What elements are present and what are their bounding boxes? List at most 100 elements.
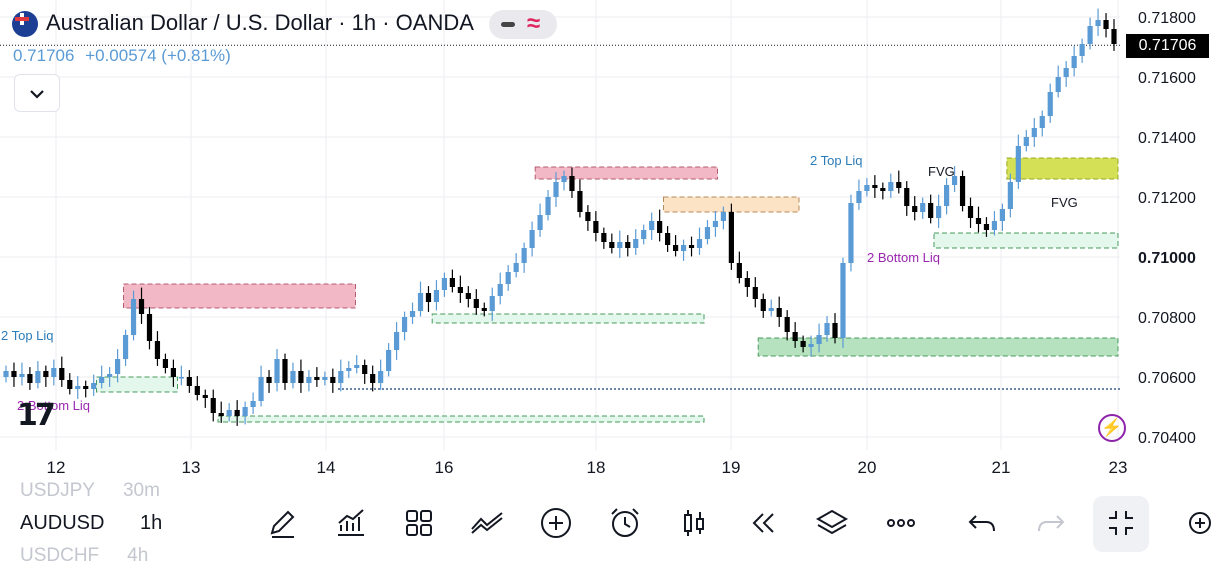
symbol-below[interactable]: USDCHF 4h bbox=[20, 545, 149, 566]
candle-body bbox=[1063, 68, 1069, 77]
candle-body bbox=[872, 185, 878, 188]
zone-light_green bbox=[217, 415, 705, 423]
candle-body bbox=[362, 365, 368, 374]
candle-body bbox=[808, 344, 814, 347]
candle-body bbox=[138, 299, 145, 314]
undo-icon[interactable] bbox=[964, 505, 1000, 541]
candle-body bbox=[386, 350, 392, 371]
candle-body bbox=[433, 290, 440, 302]
candle-body bbox=[912, 206, 918, 212]
x-tick-label: 13 bbox=[182, 458, 201, 477]
indicators-icon[interactable] bbox=[333, 505, 369, 541]
last-price-tag: 0.71706 bbox=[1126, 34, 1209, 58]
candle-body bbox=[378, 371, 384, 383]
collapse-icon[interactable] bbox=[1103, 505, 1139, 541]
candle-body bbox=[425, 293, 432, 302]
candle-body bbox=[704, 227, 711, 239]
candle-body bbox=[736, 263, 742, 278]
candle-body bbox=[864, 185, 870, 191]
candle-body bbox=[617, 242, 623, 248]
x-tick-label: 19 bbox=[722, 458, 741, 477]
minus-icon bbox=[501, 22, 515, 27]
pencil-icon[interactable] bbox=[264, 505, 300, 541]
candle-body bbox=[282, 359, 288, 383]
layouts-icon[interactable] bbox=[401, 505, 437, 541]
candle-body bbox=[401, 317, 408, 332]
candle-body bbox=[1111, 29, 1117, 44]
layers-icon[interactable] bbox=[814, 505, 850, 541]
x-tick-label: 18 bbox=[587, 458, 606, 477]
alarm-icon[interactable] bbox=[607, 505, 643, 541]
candle-body bbox=[1071, 56, 1077, 68]
y-tick-label: 0.71800 bbox=[1138, 10, 1196, 27]
candle-body bbox=[266, 377, 272, 383]
candle-body bbox=[561, 176, 567, 182]
candle-body bbox=[154, 341, 161, 359]
candle-body bbox=[3, 371, 9, 377]
collapse-button-bg[interactable] bbox=[1093, 496, 1149, 552]
y-tick-label: 0.70400 bbox=[1138, 430, 1196, 447]
top-liq-label-mid: 2 Top Liq bbox=[810, 153, 863, 168]
candle-body bbox=[999, 209, 1006, 221]
zone-green bbox=[757, 337, 1119, 357]
candle-body bbox=[688, 245, 695, 248]
add-icon[interactable] bbox=[538, 505, 574, 541]
symbol-title[interactable]: Australian Dollar / U.S. Dollar · 1h · O… bbox=[46, 10, 474, 35]
compare-icon[interactable] bbox=[1184, 505, 1214, 541]
redo-icon[interactable] bbox=[1033, 505, 1069, 541]
candle-body bbox=[473, 299, 479, 308]
candle-body bbox=[99, 377, 105, 383]
price-chart[interactable]: 0.71800 0.71600 0.71400 0.71200 0.71000 0.708… bbox=[0, 0, 1214, 480]
candles-icon[interactable] bbox=[676, 505, 712, 541]
tradingview-logo[interactable]: 17 bbox=[17, 398, 56, 433]
candle-body bbox=[122, 335, 129, 359]
candle-body bbox=[83, 386, 89, 389]
candle-body bbox=[1103, 20, 1109, 29]
replay-icon[interactable] bbox=[745, 505, 781, 541]
legend-toggle-button[interactable] bbox=[14, 74, 60, 112]
candle-body bbox=[91, 383, 97, 389]
price-line: 0.71706 +0.00574 (+0.81%) bbox=[13, 46, 231, 66]
x-tick-label: 14 bbox=[317, 458, 336, 477]
candle-body bbox=[744, 278, 750, 287]
candle-body bbox=[354, 365, 360, 368]
candle-body bbox=[521, 248, 527, 263]
data-status-badge[interactable]: ≈ bbox=[489, 10, 557, 39]
candle-body bbox=[27, 374, 33, 383]
candle-body bbox=[338, 371, 344, 383]
candle-body bbox=[848, 203, 854, 263]
candle-body bbox=[928, 203, 934, 218]
candle-body bbox=[529, 230, 535, 248]
candle-body bbox=[1079, 44, 1085, 56]
x-tick-label: 16 bbox=[435, 458, 454, 477]
candle-body bbox=[1015, 146, 1021, 182]
timeframe-current[interactable]: 1h bbox=[140, 512, 163, 534]
zone-lime bbox=[1006, 157, 1119, 180]
candle-body bbox=[633, 239, 639, 248]
candle-body bbox=[944, 185, 950, 206]
zone-light_green bbox=[431, 313, 705, 324]
chart-zones bbox=[0, 44, 1120, 423]
candle-body bbox=[1023, 137, 1029, 146]
drawings-icon[interactable] bbox=[469, 505, 505, 541]
zone-light_green bbox=[933, 232, 1119, 249]
bottom-toolbar bbox=[0, 480, 1214, 563]
last-price: 0.71706 bbox=[13, 46, 75, 65]
candle-body bbox=[896, 182, 902, 188]
candle-body bbox=[625, 242, 631, 248]
more-icon[interactable] bbox=[883, 505, 919, 541]
x-tick-label: 12 bbox=[47, 458, 66, 477]
candle-body bbox=[720, 212, 727, 221]
candle-body bbox=[306, 377, 312, 383]
candle-body bbox=[936, 206, 942, 218]
candle-body bbox=[505, 272, 511, 284]
candle-body bbox=[752, 287, 758, 299]
lightning-icon[interactable]: ⚡ bbox=[1098, 414, 1126, 442]
symbol-current[interactable]: AUDUSD bbox=[20, 512, 105, 534]
candle-body bbox=[641, 230, 647, 239]
candle-body bbox=[1047, 92, 1053, 116]
symbol-above[interactable]: USDJPY 30m bbox=[20, 480, 160, 501]
candle-body bbox=[601, 233, 607, 242]
candle-body bbox=[1095, 20, 1101, 26]
y-tick-label: 0.70600 bbox=[1138, 370, 1196, 387]
